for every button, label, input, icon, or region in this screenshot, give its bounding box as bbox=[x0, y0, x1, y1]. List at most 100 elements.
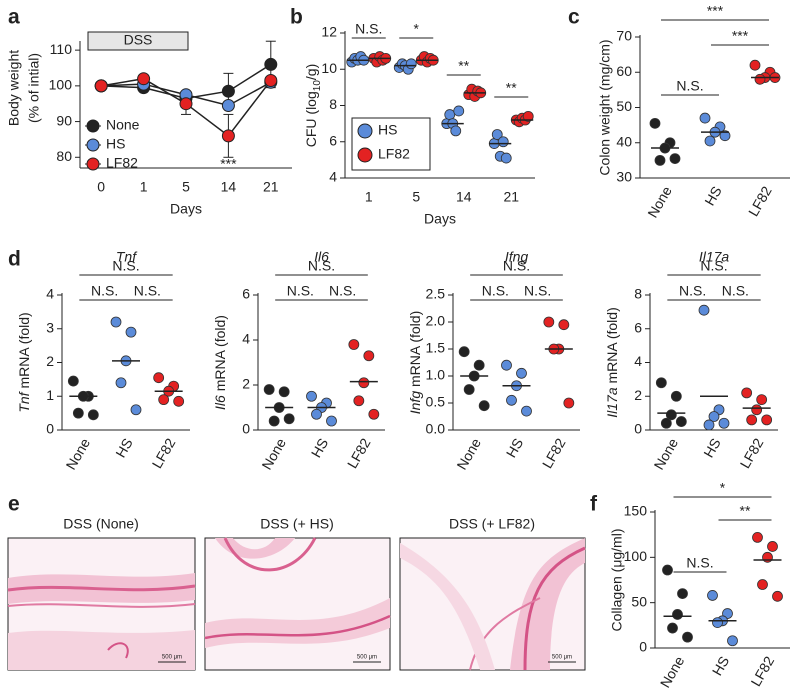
x-tick-label: LF82 bbox=[737, 435, 767, 471]
point bbox=[752, 531, 763, 543]
panel: Il17a 0 2 4 6 8 Il17a mRNA (fold) None HS LF82 N.S… bbox=[604, 249, 778, 472]
image-title: DSS (+ HS) bbox=[260, 516, 334, 532]
panel: Il6 0 2 4 6 Il6 mRNA (fold) None HS LF82 N.S. N.S.… bbox=[212, 249, 385, 472]
y-tick-label: 10 bbox=[321, 60, 337, 76]
y-label-part: mRNA (fold) bbox=[407, 311, 423, 391]
y-tick-label: 2 bbox=[242, 376, 250, 392]
legend-label: None bbox=[106, 117, 140, 133]
point bbox=[698, 304, 710, 316]
point bbox=[662, 564, 673, 576]
x-tick-label: 1 bbox=[365, 189, 373, 205]
y-tick-label: 100 bbox=[49, 77, 73, 93]
significance-label: N.S. bbox=[134, 283, 161, 299]
treatment-box bbox=[87, 31, 189, 51]
y-tick-label: 150 bbox=[624, 503, 648, 519]
x-tick-label: LF82 bbox=[149, 435, 179, 471]
point bbox=[719, 130, 731, 142]
legend-marker bbox=[86, 119, 100, 133]
tissue bbox=[523, 546, 586, 671]
legend-label: LF82 bbox=[378, 146, 410, 162]
point bbox=[704, 135, 716, 147]
x-tick-label: 14 bbox=[456, 189, 472, 205]
y-tick-label: 1 bbox=[46, 387, 54, 403]
significance-label: N.S. bbox=[329, 283, 356, 299]
y-tick-label: 80 bbox=[56, 148, 72, 164]
point bbox=[761, 414, 773, 426]
point bbox=[353, 395, 365, 407]
histology-image: DSS (+ LF82) 500 μm bbox=[399, 516, 586, 671]
legend-label: HS bbox=[106, 136, 125, 152]
point bbox=[453, 105, 465, 117]
point bbox=[283, 413, 295, 425]
y-label-part: mRNA (fold) bbox=[604, 307, 620, 387]
legend-marker bbox=[86, 138, 100, 152]
tissue bbox=[204, 614, 391, 640]
legend-marker bbox=[357, 123, 373, 139]
image-title: DSS (+ LF82) bbox=[449, 516, 535, 532]
x-axis-label: Days bbox=[424, 211, 456, 227]
x-axis-label: Days bbox=[170, 201, 202, 217]
histology-image: DSS (None) 500 μm bbox=[7, 516, 196, 671]
histology-image: DSS (+ HS) 500 μm bbox=[204, 516, 391, 671]
scale-label: 500 μm bbox=[162, 655, 182, 661]
significance-label: N.S. bbox=[287, 283, 314, 299]
point bbox=[649, 117, 661, 129]
y-tick-label: 8 bbox=[329, 96, 337, 112]
point bbox=[478, 400, 490, 412]
point bbox=[173, 395, 185, 407]
panel: d Tnf 0 1 2 3 4 Tnf mRNA (fold) None HS LF82 N.S. N.… bbox=[8, 248, 190, 472]
significance-label: N.S. bbox=[686, 555, 713, 571]
x-tick-label: None bbox=[258, 435, 289, 472]
point bbox=[762, 551, 773, 563]
y-tick-label: 50 bbox=[631, 593, 647, 609]
point bbox=[543, 316, 555, 328]
y-tick-label: 30 bbox=[616, 169, 632, 185]
point bbox=[699, 112, 711, 124]
significance-label: * bbox=[720, 480, 726, 496]
y-tick-label: 2 bbox=[634, 387, 642, 403]
panel-letter: b bbox=[290, 6, 303, 29]
x-tick-label: HS bbox=[700, 435, 724, 460]
point bbox=[746, 414, 758, 426]
y-axis-label: Il17a mRNA (fold) bbox=[604, 307, 620, 417]
point bbox=[677, 588, 688, 599]
y-axis-label: Il6 mRNA (fold) bbox=[212, 315, 228, 410]
x-tick-label: HS bbox=[503, 435, 527, 460]
point bbox=[667, 622, 678, 634]
x-tick-label: 0 bbox=[97, 179, 105, 195]
x-tick-label: LF82 bbox=[745, 183, 775, 219]
image-title: DSS (None) bbox=[63, 516, 138, 532]
x-tick-label: 14 bbox=[221, 179, 237, 195]
significance-label: N.S. bbox=[503, 258, 530, 274]
tissue bbox=[107, 642, 129, 659]
point bbox=[137, 72, 151, 86]
x-tick-label: 1 bbox=[140, 179, 148, 195]
y-axis-label: Tnf mRNA (fold) bbox=[16, 312, 32, 412]
y-tick-label: 0 bbox=[242, 421, 250, 437]
chart-title: Ifng bbox=[505, 249, 529, 265]
y-tick-label: 70 bbox=[616, 28, 632, 44]
point bbox=[757, 579, 768, 590]
y-tick-label: 0 bbox=[46, 421, 54, 437]
treatment-label: DSS bbox=[124, 32, 153, 48]
x-tick-label: 5 bbox=[412, 189, 420, 205]
x-tick-label: None bbox=[651, 435, 682, 472]
point bbox=[368, 408, 380, 420]
x-tick-label: None bbox=[657, 653, 688, 688]
significance-label: N.S. bbox=[308, 258, 335, 274]
point bbox=[348, 339, 360, 350]
y-label-part: Il6 bbox=[212, 395, 228, 410]
y-tick-label: 4 bbox=[242, 331, 250, 347]
point bbox=[67, 375, 79, 387]
point bbox=[654, 154, 666, 166]
x-tick-label: None bbox=[453, 435, 484, 472]
tissue bbox=[7, 603, 196, 608]
point bbox=[522, 110, 534, 122]
point bbox=[754, 73, 766, 85]
y-label-part: Il17a bbox=[604, 387, 620, 418]
point bbox=[72, 407, 84, 419]
y-label-part: /g) bbox=[303, 64, 319, 80]
point bbox=[718, 417, 730, 429]
